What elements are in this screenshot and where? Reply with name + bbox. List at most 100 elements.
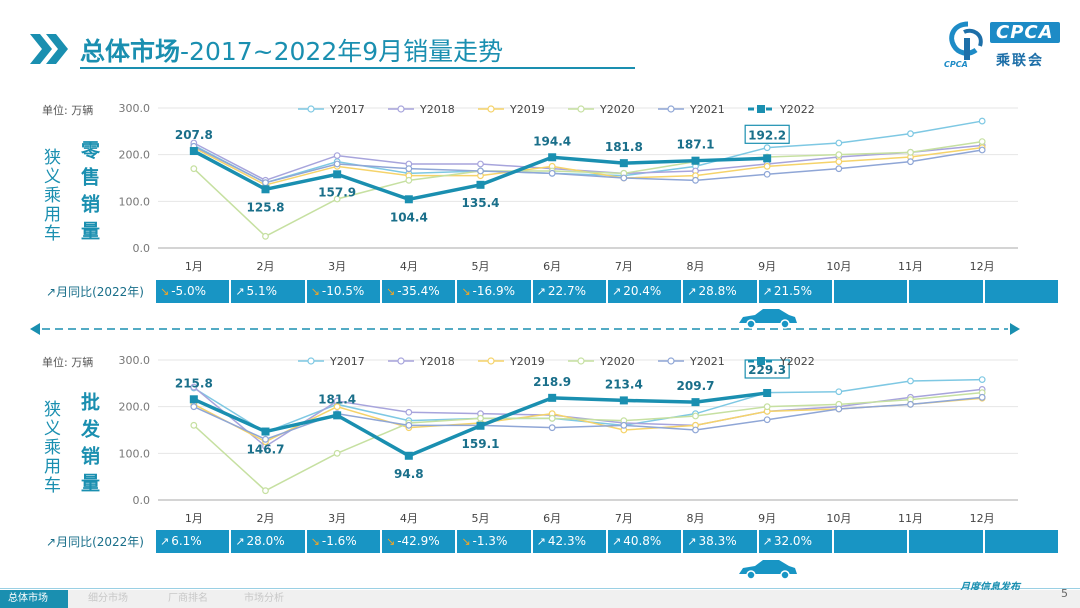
- x-tick-label: 1月: [185, 512, 203, 525]
- series-line-y2017: [193, 378, 983, 434]
- legend-label: Y2019: [509, 103, 545, 116]
- trend-up-icon: ↗: [536, 535, 546, 548]
- title-bar: 总体市场-2017~2022年9月销量走势: [30, 28, 1030, 72]
- yoy-cell: [985, 530, 1058, 553]
- yoy-cell: ↗ 38.3%: [683, 530, 759, 553]
- series-line-y2020: [193, 140, 983, 238]
- legend-label: Y2020: [599, 355, 635, 368]
- point-y2022: [261, 427, 270, 436]
- data-label: 157.9: [318, 185, 356, 199]
- tab-segment-market[interactable]: 细分市场: [88, 593, 128, 604]
- cpca-logo-icon: [949, 21, 983, 60]
- tab-overall-market[interactable]: 总体市场: [0, 590, 68, 608]
- point-y2022: [189, 147, 198, 156]
- legend-label: Y2018: [419, 355, 455, 368]
- yoy-cell: ↗ 5.1%: [231, 280, 307, 303]
- point-y2022: [763, 388, 772, 397]
- yoy-cell: ↗ 42.3%: [533, 530, 608, 553]
- side-label-wholesale: 狭义乘用车: [40, 400, 60, 495]
- point-y2021: [620, 174, 628, 182]
- point-y2022: [763, 154, 772, 163]
- yoy-value: -35.4%: [397, 284, 440, 298]
- tab-manufacturer-rank[interactable]: 厂商排名: [168, 593, 208, 604]
- data-label: 192.2: [748, 128, 786, 142]
- y-tick-label: 200.0: [119, 401, 151, 414]
- yoy-row-wholesale: ↗月同比(2022年) ↗ 6.1% ↗ 28.0% ↘ -1.6% ↘ -42.9% ↘ -1.…: [40, 530, 1058, 553]
- tab-market-analysis[interactable]: 市场分析: [244, 593, 284, 604]
- point-y2021: [978, 393, 986, 401]
- data-label: 125.8: [247, 200, 285, 214]
- trend-up-icon: ↗: [611, 535, 622, 548]
- x-tick-label: 4月: [400, 512, 418, 525]
- point-y2021: [835, 165, 843, 173]
- y-tick-label: 300.0: [119, 102, 151, 115]
- trend-up-icon: ↗: [235, 285, 245, 298]
- x-tick-label: 4月: [400, 260, 418, 273]
- point-y2021: [907, 400, 914, 408]
- yoy-value: -1.3%: [472, 534, 508, 548]
- yoy-cell: ↗ 28.0%: [231, 530, 307, 553]
- x-tick-label: 6月: [543, 512, 561, 525]
- legend-label: Y2022: [779, 103, 815, 116]
- point-y2021: [333, 160, 341, 168]
- yoy-label-wholesale: ↗月同比(2022年): [46, 533, 144, 550]
- data-label: 104.4: [390, 210, 428, 224]
- data-label: 181.4: [318, 392, 356, 406]
- trend-down-icon: ↘: [310, 285, 320, 298]
- trend-down-icon: ↘: [461, 285, 471, 298]
- legend-marker: [307, 357, 315, 365]
- point-y2021: [763, 170, 771, 178]
- logo-text: CPCA: [990, 22, 1060, 43]
- yoy-cell: ↘ -16.9%: [457, 280, 533, 303]
- point-y2020: [907, 148, 914, 156]
- point-y2021: [835, 405, 843, 413]
- logo-sub: CPCA: [944, 60, 968, 69]
- point-y2019: [835, 158, 843, 166]
- legend-label: Y2021: [689, 355, 725, 368]
- point-y2017: [978, 376, 986, 383]
- x-tick-label: 1月: [185, 260, 203, 273]
- side-label-retail: 狭义乘用车: [40, 148, 60, 243]
- point-y2017: [978, 117, 986, 125]
- y-tick-label: 100.0: [119, 447, 151, 460]
- x-tick-label: 11月: [898, 512, 923, 525]
- data-label: 94.8: [394, 467, 424, 481]
- side-label2-wholesale: 批发销量: [78, 392, 100, 500]
- yoy-cell: ↘ -42.9%: [382, 530, 458, 553]
- yoy-cell: ↗ 28.8%: [683, 280, 759, 303]
- yoy-value: 38.3%: [698, 534, 737, 548]
- yoy-cell: ↗ 22.7%: [533, 280, 608, 303]
- yoy-value: 28.8%: [698, 284, 737, 298]
- yoy-cell: ↘ -10.5%: [307, 280, 382, 303]
- trend-up-icon: ↗: [160, 535, 170, 548]
- yoy-value: 22.7%: [547, 284, 586, 298]
- point-y2022: [333, 170, 342, 179]
- point-y2020: [692, 412, 699, 420]
- data-label: 146.7: [247, 443, 285, 457]
- legend-label: Y2021: [689, 103, 725, 116]
- y-tick-label: 200.0: [119, 149, 151, 162]
- legend-marker: [487, 105, 495, 113]
- yoy-cell: [985, 280, 1058, 303]
- yoy-cell: [834, 280, 910, 303]
- point-y2020: [333, 449, 341, 457]
- yoy-cell: ↗ 32.0%: [759, 530, 834, 553]
- data-label: 135.4: [462, 196, 500, 210]
- point-y2020: [262, 232, 269, 240]
- page-title: 总体市场-2017~2022年9月销量走势: [80, 32, 503, 68]
- yoy-value: 32.0%: [773, 534, 812, 548]
- yoy-label-text: 月同比(2022年): [56, 535, 144, 549]
- point-y2018: [477, 160, 484, 168]
- x-tick-label: 7月: [615, 260, 633, 273]
- point-y2021: [548, 424, 556, 432]
- point-y2022: [333, 411, 342, 420]
- section-divider: [30, 323, 1020, 335]
- point-y2022: [619, 159, 628, 168]
- yoy-value: -10.5%: [321, 284, 365, 298]
- yoy-label-text: 月同比(2022年): [56, 285, 144, 299]
- point-y2021: [548, 169, 556, 177]
- legend-label: Y2017: [329, 355, 365, 368]
- page-title-main: 总体市场: [80, 37, 181, 66]
- data-label: 209.7: [677, 379, 715, 393]
- unit-label-wholesale: 单位: 万辆: [42, 356, 94, 369]
